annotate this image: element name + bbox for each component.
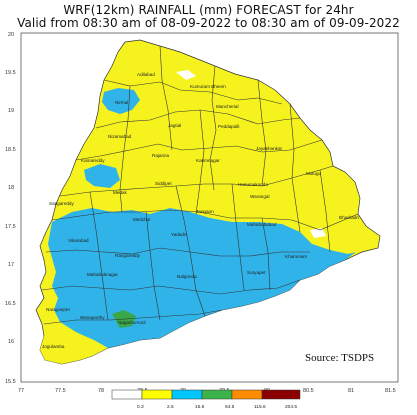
legend-threshold-label: 64.5 bbox=[225, 404, 235, 410]
legend-swatch-blue bbox=[171, 389, 203, 400]
y-tick-label: 15.5 bbox=[5, 379, 16, 385]
district-label-rajanna: Rajanna bbox=[152, 153, 170, 158]
x-tick-label: 78 bbox=[98, 388, 104, 394]
y-tick-label: 17.5 bbox=[5, 224, 16, 230]
rain-zone-dry-patch bbox=[310, 228, 326, 238]
y-tick-label: 18.5 bbox=[5, 147, 16, 153]
x-tick-label: 77.5 bbox=[55, 388, 66, 394]
district-label-mahabubnagar: Mahabubnagar bbox=[87, 272, 118, 277]
legend-threshold-label: 115.6 bbox=[254, 404, 266, 410]
district-label-wanaparthy: Wanaparthy bbox=[80, 315, 105, 320]
district-label-jagtial: Jagtial bbox=[168, 123, 181, 128]
legend-swatch-yellow bbox=[141, 389, 173, 400]
district-label-jogulamba: Jogulamba bbox=[42, 344, 65, 349]
district-label-suryapet: Suryapet bbox=[247, 270, 266, 275]
district-label-warangal: Warangal bbox=[250, 194, 270, 199]
district-label-mulugu: Mulugu bbox=[306, 171, 322, 176]
x-tick-label: 81 bbox=[348, 388, 354, 394]
x-tick-label: 81.5 bbox=[385, 388, 396, 394]
district-label-jayashankar: Jayashankar bbox=[256, 146, 283, 151]
y-tick-label: 17 bbox=[8, 262, 14, 268]
legend-swatch-white bbox=[111, 389, 143, 400]
rain-zone-dry-patch bbox=[176, 70, 196, 80]
color-legend: 0.3 2.5 15.6 64.5 115.6 204.5 bbox=[111, 389, 301, 410]
district-label-karimnagar: Karimnagar bbox=[196, 158, 220, 163]
map-subtitle: Valid from 08:30 am of 08-09-2022 to 08:… bbox=[17, 16, 400, 30]
district-label-yadadri: Yadadri bbox=[171, 232, 187, 237]
district-label-nalgonda: Nalgonda bbox=[177, 274, 197, 279]
district-label-mahabubabad: Mahabubabad bbox=[247, 222, 277, 227]
rain-zone-kamareddy-blue bbox=[84, 164, 120, 188]
district-label-khammam: Khammam bbox=[285, 254, 307, 259]
legend-threshold-label: 0.3 bbox=[137, 404, 144, 410]
district-label-nizamabad: Nizamabad bbox=[108, 134, 132, 139]
district-label-vikarabad: Vikarabad bbox=[68, 238, 89, 243]
legend-threshold-label: 15.6 bbox=[195, 404, 205, 410]
district-label-bhadradri: Bhadradri bbox=[339, 215, 359, 220]
legend-swatch-orange bbox=[231, 389, 263, 400]
map-title: WRF(12km) RAINFALL (mm) FORECAST for 24h… bbox=[63, 3, 354, 17]
y-tick-label: 19.5 bbox=[5, 70, 16, 76]
y-tick-label: 16.5 bbox=[5, 301, 16, 307]
district-label-hanumakonda: Hanumakonda bbox=[238, 182, 268, 187]
district-label-mancherial: Mancherial bbox=[216, 104, 238, 109]
legend-threshold-label: 204.5 bbox=[285, 404, 297, 410]
district-label-rangareddy: Rangareddy bbox=[115, 253, 141, 258]
district-label-kumuram-bheem: Kumuram Bheem bbox=[190, 84, 226, 89]
legend-swatch-green bbox=[201, 389, 233, 400]
legend-swatch-darkred bbox=[261, 389, 301, 400]
district-label-siddipet: Siddipet bbox=[155, 181, 172, 186]
y-tick-label: 20 bbox=[8, 32, 14, 38]
district-label-medak: Medak bbox=[113, 190, 127, 195]
x-tick-label: 80.5 bbox=[303, 388, 314, 394]
y-tick-label: 18 bbox=[8, 185, 14, 191]
district-label-nagarkurnool: Nagarkurnool bbox=[118, 320, 146, 325]
x-tick-label: 77 bbox=[18, 388, 24, 394]
district-label-nirmal: Nirmal bbox=[115, 100, 128, 105]
district-label-peddapalli: Peddapalli bbox=[218, 124, 239, 129]
district-label-jangaon: Jangaon bbox=[196, 209, 214, 214]
y-axis-labels: 20 19.5 19 18.5 18 17.5 17 16.5 16 15.5 bbox=[5, 32, 16, 385]
rain-zone-north-blue bbox=[102, 88, 140, 114]
district-label-adilabad: Adilabad bbox=[137, 72, 155, 77]
district-label-medchal: Medchal bbox=[133, 217, 150, 222]
legend-threshold-label: 2.5 bbox=[167, 404, 174, 410]
source-label: Source: TSDPS bbox=[305, 352, 375, 364]
district-label-narayanpet: Narayanpet bbox=[46, 307, 70, 312]
district-boundaries bbox=[41, 45, 359, 325]
district-labels: Adilabad Kumuram Bheem Nirmal Mancherial… bbox=[42, 72, 359, 349]
rain-zone-jogulamba-yellow bbox=[40, 330, 108, 364]
district-label-sangareddy: Sangareddy bbox=[49, 201, 74, 206]
y-tick-label: 16 bbox=[8, 339, 14, 345]
district-label-kamareddy: Kamareddy bbox=[81, 158, 105, 163]
y-tick-label: 19 bbox=[8, 108, 14, 114]
